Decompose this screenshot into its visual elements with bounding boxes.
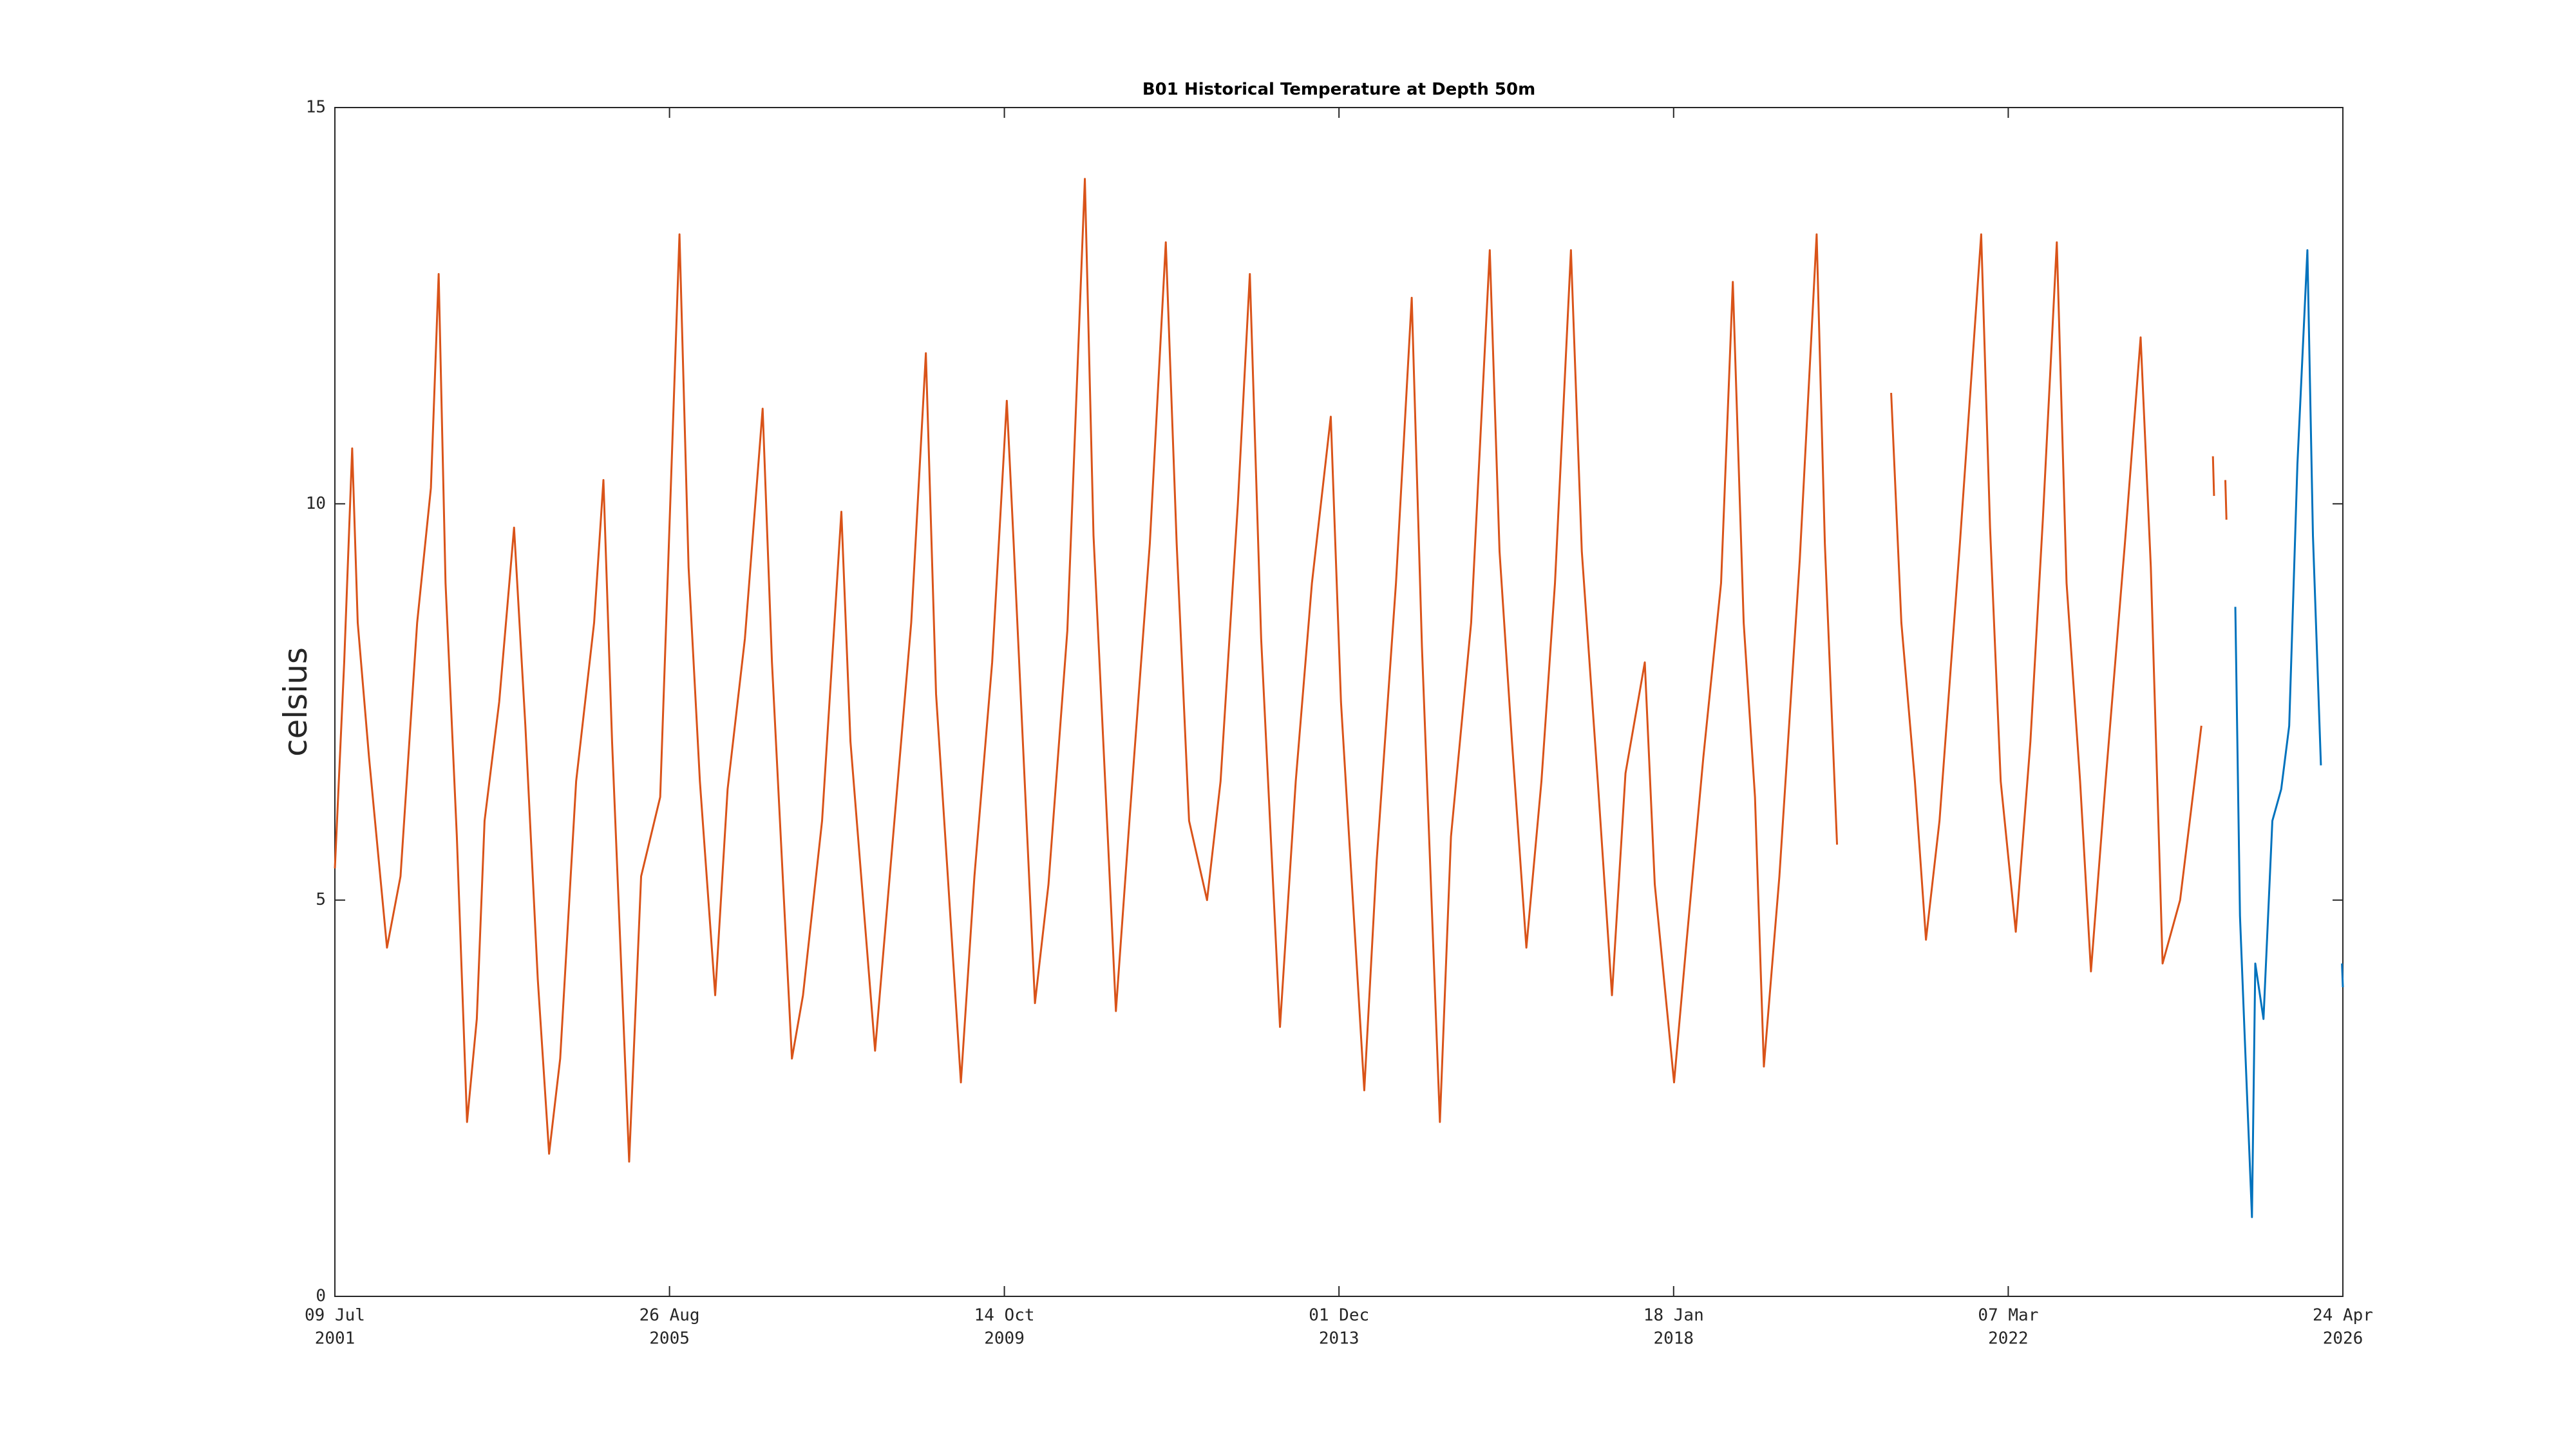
chart-title: B01 Historical Temperature at Depth 50m <box>1142 80 1535 99</box>
x-tick-label: 24 Apr <box>2313 1306 2373 1325</box>
x-tick-label: 26 Aug <box>639 1306 700 1325</box>
y-tick-label: 5 <box>316 890 326 909</box>
x-tick-label: 2009 <box>984 1329 1025 1349</box>
x-tick-label: 2022 <box>1988 1329 2029 1349</box>
x-tick-label: 09 Jul <box>305 1306 365 1325</box>
y-tick-label: 10 <box>306 494 326 513</box>
x-tick-label: 01 Dec <box>1309 1306 1369 1325</box>
x-tick-label: 2018 <box>1653 1329 1694 1349</box>
x-tick-label: 2013 <box>1319 1329 1359 1349</box>
data-line <box>334 178 2228 1163</box>
y-tick-label: 15 <box>306 98 326 117</box>
y-axis-label: celsius <box>277 647 314 757</box>
data-line <box>2234 249 2344 1218</box>
x-tick-label: 07 Mar <box>1978 1306 2038 1325</box>
x-tick-label: 14 Oct <box>974 1306 1035 1325</box>
x-tick-label: 18 Jan <box>1643 1306 1704 1325</box>
x-tick-label: 2026 <box>2323 1329 2363 1349</box>
x-tick-label: 2001 <box>315 1329 355 1349</box>
x-tick-label: 2005 <box>649 1329 690 1349</box>
y-tick-label: 0 <box>316 1287 326 1306</box>
